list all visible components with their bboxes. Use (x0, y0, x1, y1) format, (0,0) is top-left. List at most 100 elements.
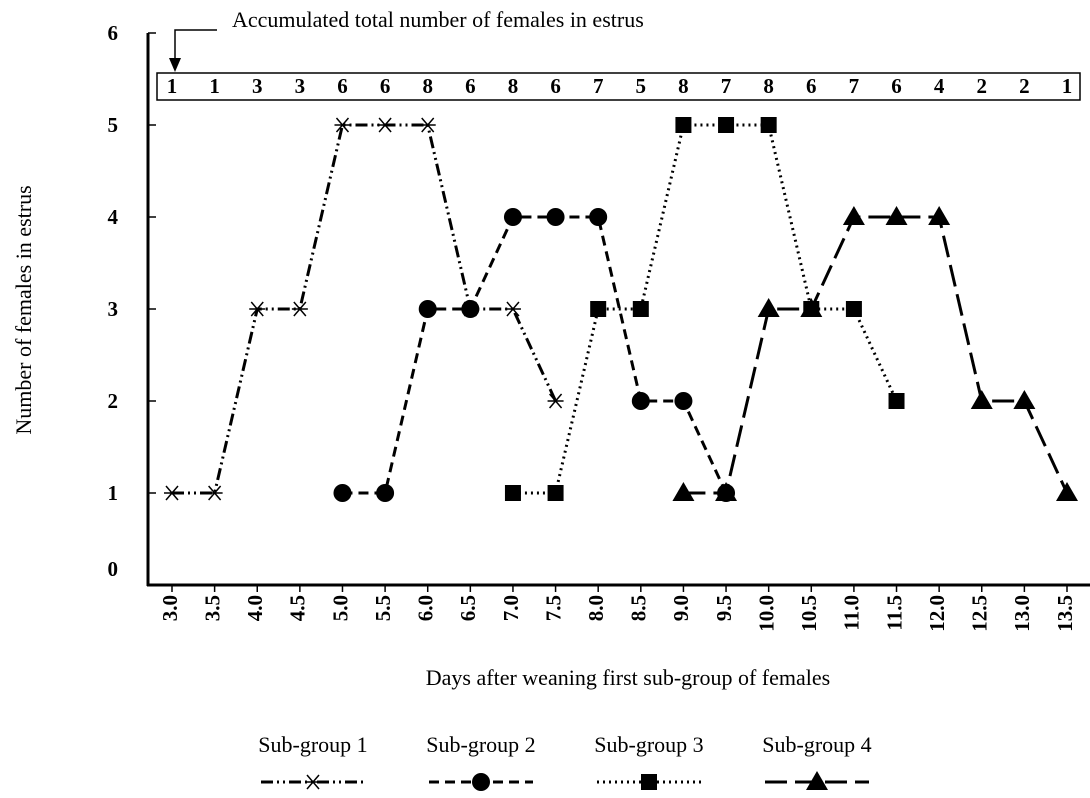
total-label: 6 (891, 74, 902, 98)
total-label: 7 (593, 74, 604, 98)
x-tick-label: 6.0 (414, 595, 438, 621)
marker (291, 301, 308, 317)
total-label: 6 (465, 74, 476, 98)
total-label: 8 (763, 74, 774, 98)
marker (800, 298, 823, 317)
marker (376, 484, 395, 502)
x-tick-label: 13.0 (1010, 595, 1034, 632)
total-label: 2 (1019, 74, 1030, 98)
marker (1056, 482, 1078, 501)
x-tick-label: 5.5 (371, 595, 395, 621)
x-tick-label: 9.0 (669, 595, 693, 621)
marker (249, 301, 266, 317)
legend-label: Sub-group 3 (594, 732, 703, 757)
total-label: 1 (1062, 74, 1073, 98)
y-tick-label: 3 (108, 297, 119, 321)
marker (715, 482, 738, 501)
x-tick-label: 7.5 (541, 595, 565, 621)
marker (1013, 390, 1036, 409)
marker (164, 485, 180, 501)
marker (503, 208, 522, 226)
x-tick-label: 6.5 (456, 595, 480, 621)
marker (888, 393, 905, 409)
marker (641, 774, 657, 790)
marker (504, 485, 521, 501)
marker (547, 485, 564, 501)
x-tick-label: 13.5 (1053, 595, 1077, 632)
annotation: Accumulated total number of females in e… (232, 7, 644, 32)
legend-label: Sub-group 1 (258, 732, 367, 757)
total-label: 6 (806, 74, 817, 98)
marker (757, 298, 780, 317)
total-label: 1 (167, 74, 178, 98)
x-tick-label: 12.5 (968, 595, 992, 632)
marker (504, 301, 521, 317)
total-label: 8 (678, 74, 689, 98)
y-tick-label: 1 (108, 481, 119, 505)
x-tick-label: 8.5 (627, 595, 651, 621)
total-label: 7 (721, 74, 732, 98)
x-tick-label: 11.5 (882, 595, 906, 631)
marker (546, 208, 565, 226)
marker (760, 117, 777, 133)
total-label: 8 (422, 74, 433, 98)
x-tick-label: 10.0 (754, 595, 778, 632)
marker (718, 117, 735, 133)
marker (806, 771, 828, 790)
marker (206, 485, 223, 501)
legend-label: Sub-group 4 (762, 732, 871, 757)
y-tick-label: 4 (108, 205, 119, 229)
x-tick-label: 11.0 (840, 595, 864, 631)
total-label: 3 (295, 74, 306, 98)
marker (547, 393, 564, 409)
total-label: 2 (977, 74, 988, 98)
marker (305, 774, 321, 790)
total-label: 5 (636, 74, 647, 98)
total-label: 6 (550, 74, 561, 98)
x-tick-label: 3.5 (200, 595, 224, 621)
annotation-arrow (174, 29, 217, 62)
x-tick-label: 12.0 (925, 595, 949, 632)
x-tick-label: 4.0 (243, 595, 267, 621)
marker (842, 206, 865, 225)
series-line (172, 123, 557, 495)
marker (334, 117, 351, 133)
x-tick-label: 8.0 (584, 595, 608, 621)
marker (472, 773, 490, 791)
marker (333, 484, 352, 502)
marker (632, 301, 649, 317)
marker (631, 392, 650, 410)
x-tick-label: 5.0 (328, 595, 352, 621)
total-label: 8 (508, 74, 519, 98)
y-tick-label: 0 (108, 557, 119, 581)
x-tick-label: 10.5 (797, 595, 821, 632)
marker (418, 300, 437, 318)
x-tick-label: 3.0 (158, 595, 182, 621)
total-label: 4 (934, 74, 945, 98)
marker (461, 300, 480, 318)
total-label: 6 (380, 74, 391, 98)
marker (675, 117, 692, 133)
x-tick-label: 7.0 (499, 595, 523, 621)
total-label: 7 (849, 74, 860, 98)
legend-label: Sub-group 2 (426, 732, 535, 757)
marker (845, 301, 862, 317)
y-tick-label: 6 (108, 21, 119, 45)
marker (672, 482, 695, 501)
marker (928, 206, 951, 225)
marker (589, 208, 608, 226)
series-line (512, 123, 898, 495)
y-tick-label: 5 (108, 113, 119, 137)
x-tick-label: 9.5 (712, 595, 736, 621)
x-tick-label: 4.5 (286, 595, 310, 621)
marker (377, 117, 394, 133)
total-label: 3 (252, 74, 263, 98)
marker (674, 392, 693, 410)
y-tick-label: 2 (108, 389, 119, 413)
marker (885, 206, 908, 225)
marker (590, 301, 607, 317)
series-line (342, 215, 728, 495)
x-axis-label: Days after weaning first sub-group of fe… (426, 665, 830, 690)
totals-box (156, 72, 1081, 101)
